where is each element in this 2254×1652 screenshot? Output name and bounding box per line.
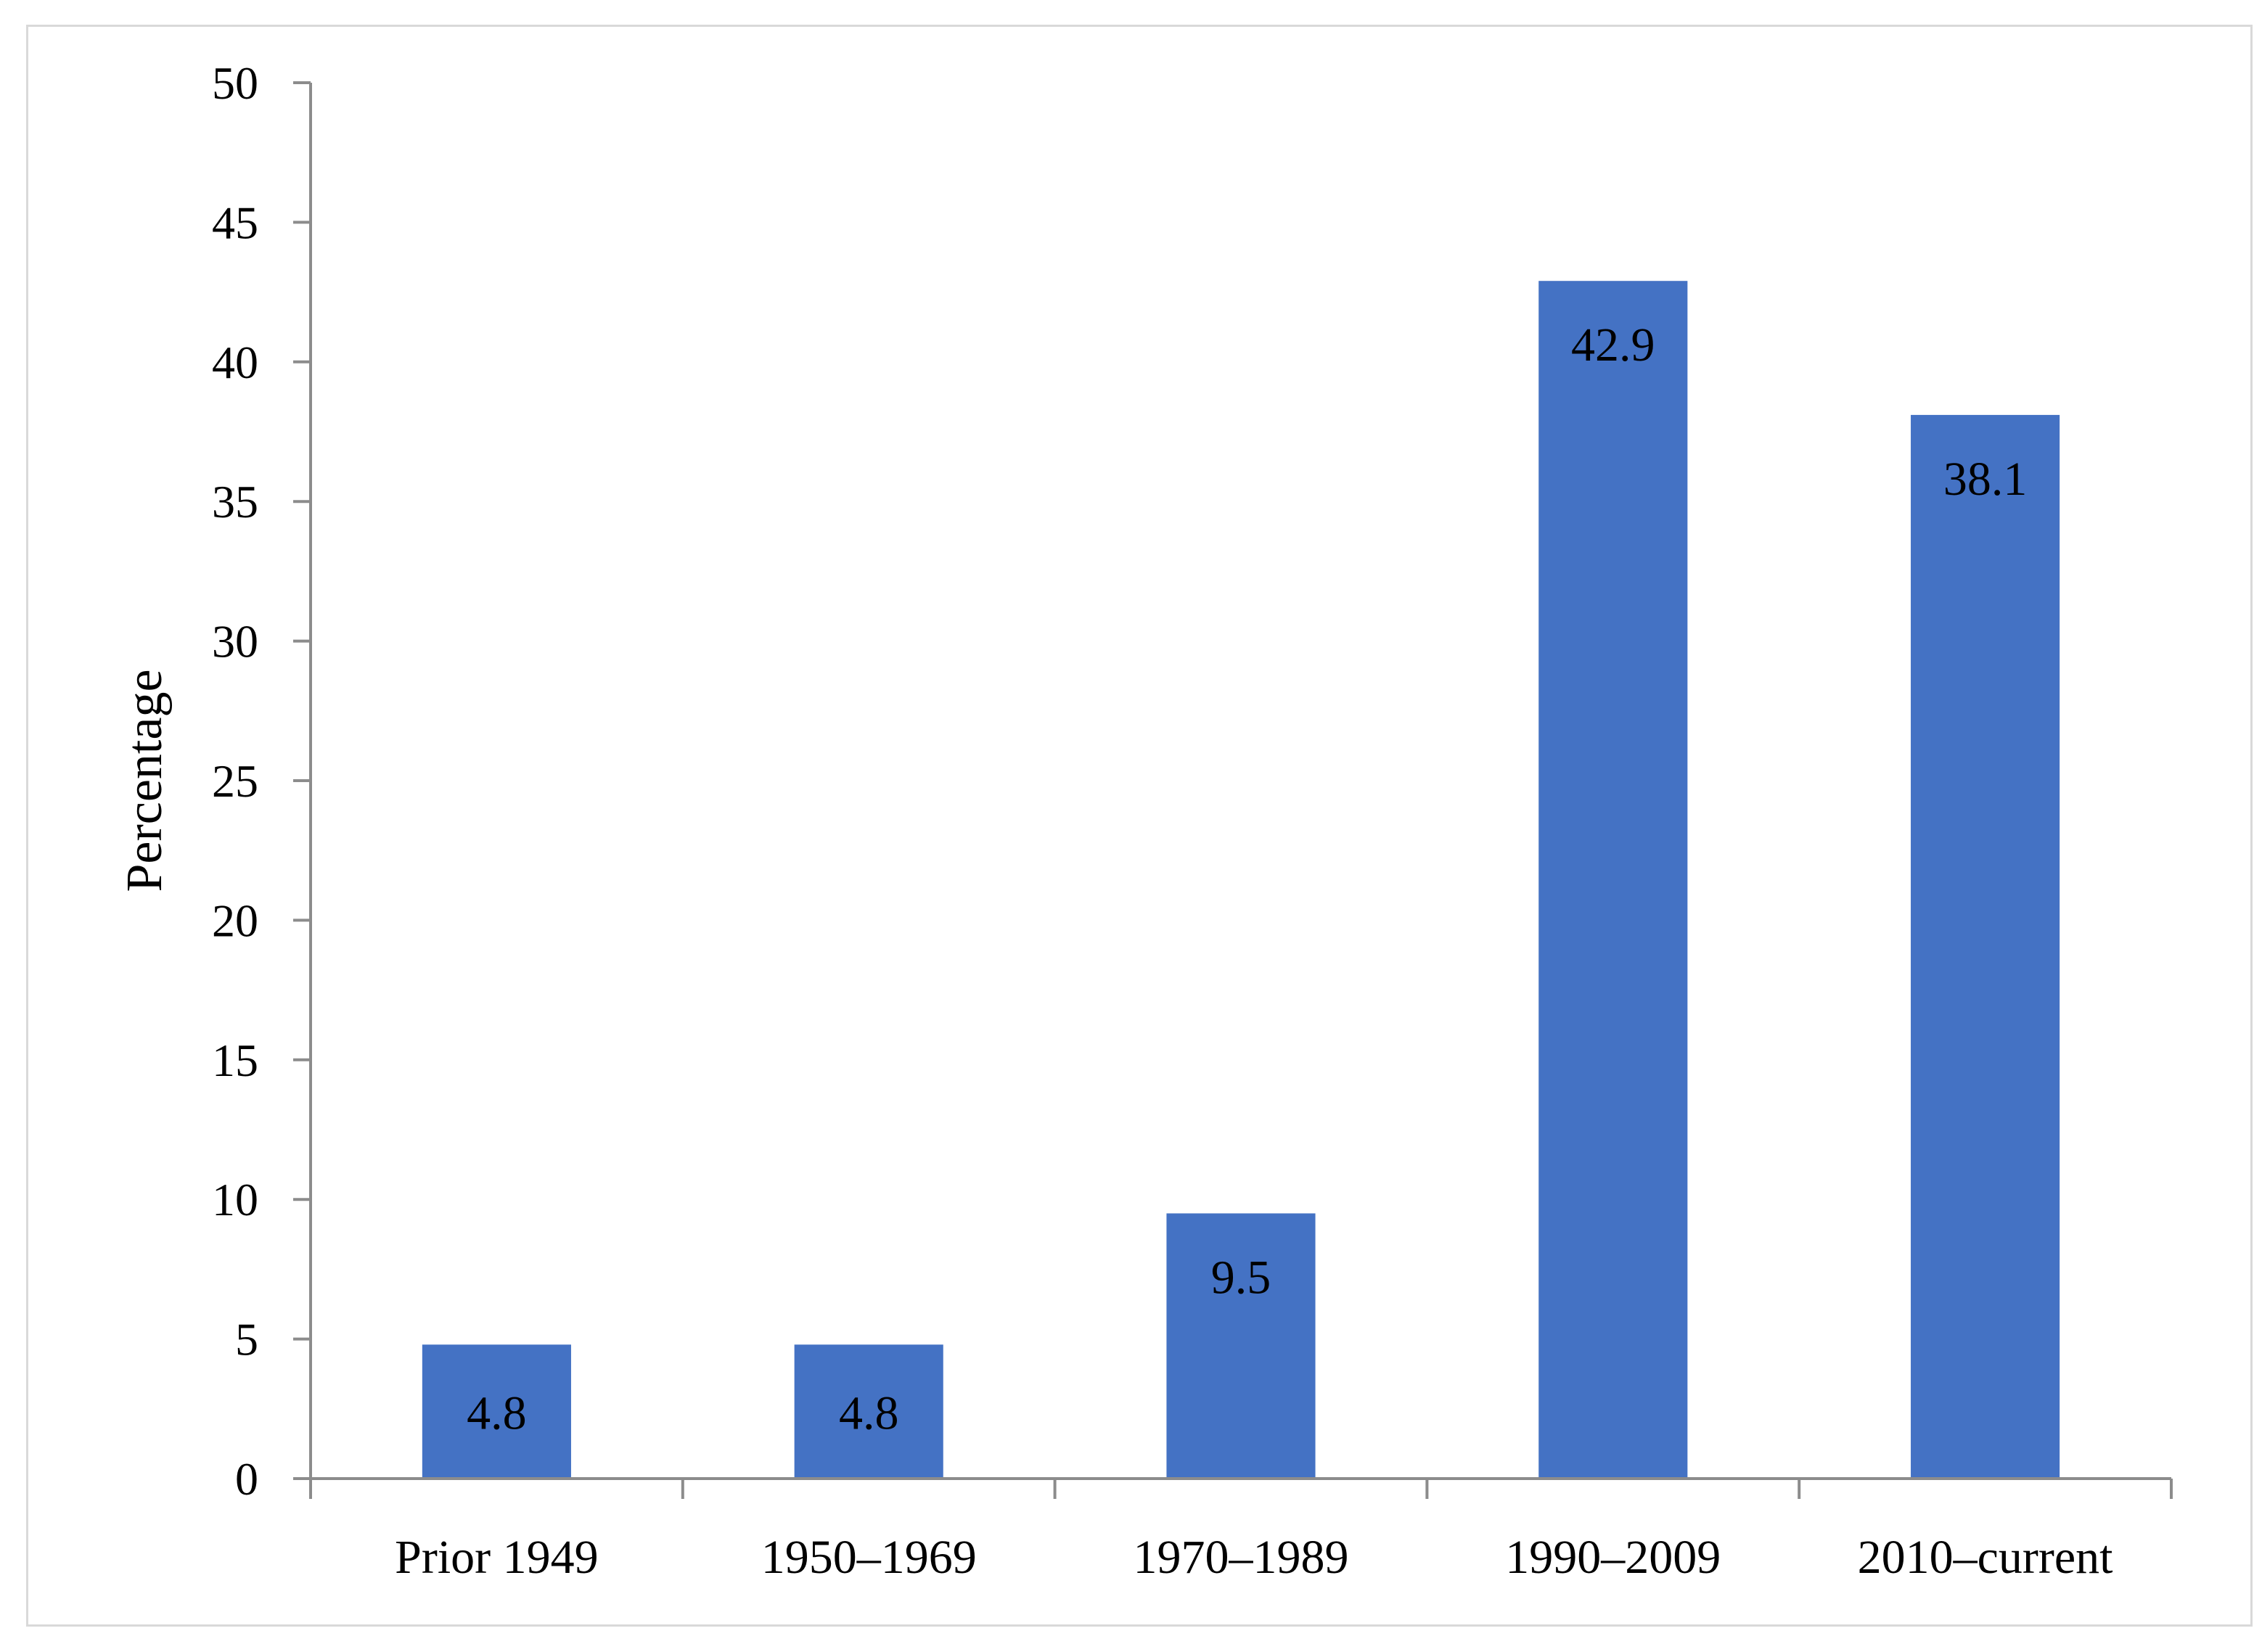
bar	[794, 1344, 943, 1479]
bars: 4.8 4.8 9.5 42.9 38.1	[422, 281, 2060, 1479]
data-label: 4.8	[467, 1387, 527, 1440]
data-label: 4.8	[839, 1387, 899, 1440]
y-tick-label: 0	[235, 1453, 258, 1505]
data-label: 42.9	[1571, 319, 1655, 371]
x-tick-label: 2010–current	[1858, 1531, 2113, 1584]
y-tick-label: 45	[212, 197, 258, 248]
x-axis-ticks: Prior 1949 1950–1969 1970–1989 1990–2009 201…	[309, 1479, 2173, 1584]
y-tick-label: 50	[212, 57, 258, 109]
bar	[1166, 1213, 1316, 1479]
x-tick-label: 1970–1989	[1134, 1531, 1349, 1584]
bar	[1538, 281, 1688, 1479]
y-tick-label: 5	[235, 1314, 258, 1365]
y-axis-title: Percentage	[117, 669, 173, 892]
x-tick-label: 1990–2009	[1505, 1531, 1721, 1584]
y-tick-label: 20	[212, 895, 258, 946]
x-tick-label: Prior 1949	[395, 1531, 599, 1584]
x-tick-label: 1950–1969	[761, 1531, 977, 1584]
y-tick-label: 30	[212, 616, 258, 667]
y-tick-label: 25	[212, 755, 258, 807]
bar	[1911, 414, 2060, 1479]
data-label: 9.5	[1211, 1251, 1271, 1304]
y-tick-label: 15	[212, 1035, 258, 1086]
y-axis-ticks: 0 5 10 15 20 25 30 35 40 45 50	[212, 57, 311, 1505]
bar	[422, 1344, 571, 1479]
y-tick-label: 40	[212, 337, 258, 388]
y-tick-label: 10	[212, 1174, 258, 1225]
y-tick-label: 35	[212, 476, 258, 527]
data-label: 38.1	[1943, 453, 2028, 506]
chart-frame	[26, 25, 2253, 1627]
